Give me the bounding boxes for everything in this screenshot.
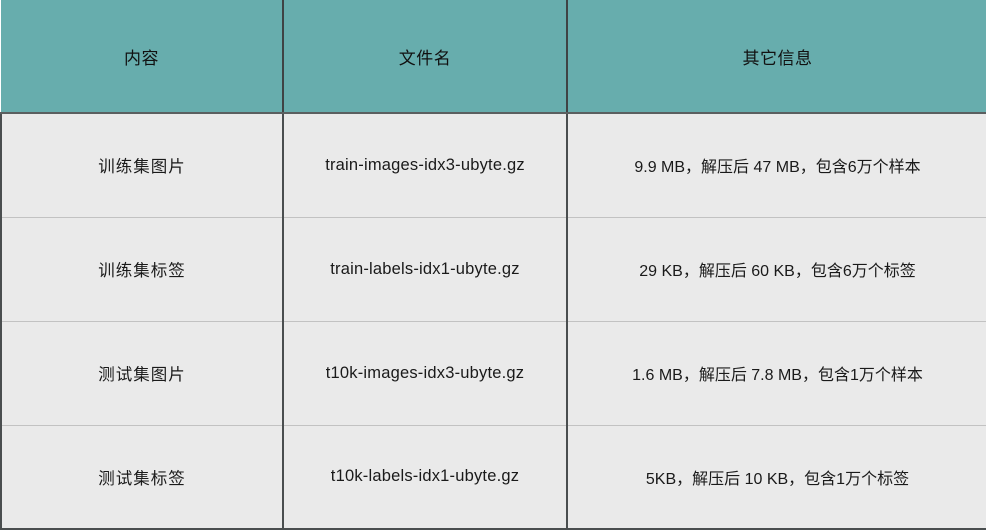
table-header: 内容 文件名 其它信息 (1, 0, 986, 114)
table-row: 训练集标签 train-labels-idx1-ubyte.gz 29 KB，解… (0, 217, 986, 322)
cell-info: 5KB，解压后 10 KB，包含1万个标签 (567, 425, 986, 530)
cell-filename: t10k-labels-idx1-ubyte.gz (283, 425, 568, 530)
cell-content: 训练集标签 (0, 217, 284, 322)
cell-filename: train-labels-idx1-ubyte.gz (283, 217, 568, 322)
cell-filename: train-images-idx3-ubyte.gz (283, 113, 568, 218)
column-header-filename: 文件名 (283, 0, 568, 114)
table-row: 训练集图片 train-images-idx3-ubyte.gz 9.9 MB，… (0, 113, 986, 218)
cell-filename: t10k-images-idx3-ubyte.gz (283, 321, 568, 426)
table-row: 测试集图片 t10k-images-idx3-ubyte.gz 1.6 MB，解… (0, 321, 986, 426)
cell-info: 29 KB，解压后 60 KB，包含6万个标签 (567, 217, 986, 322)
table-body: 训练集图片 train-images-idx3-ubyte.gz 9.9 MB，… (0, 113, 986, 530)
header-row: 内容 文件名 其它信息 (1, 0, 986, 114)
column-header-content: 内容 (1, 0, 284, 114)
cell-content: 训练集图片 (0, 113, 284, 218)
table-row: 测试集标签 t10k-labels-idx1-ubyte.gz 5KB，解压后 … (0, 425, 986, 530)
cell-content: 测试集图片 (0, 321, 284, 426)
cell-content: 测试集标签 (0, 425, 284, 530)
cell-info: 1.6 MB，解压后 7.8 MB，包含1万个样本 (567, 321, 986, 426)
column-header-info: 其它信息 (567, 0, 986, 114)
cell-info: 9.9 MB，解压后 47 MB，包含6万个样本 (567, 113, 986, 218)
